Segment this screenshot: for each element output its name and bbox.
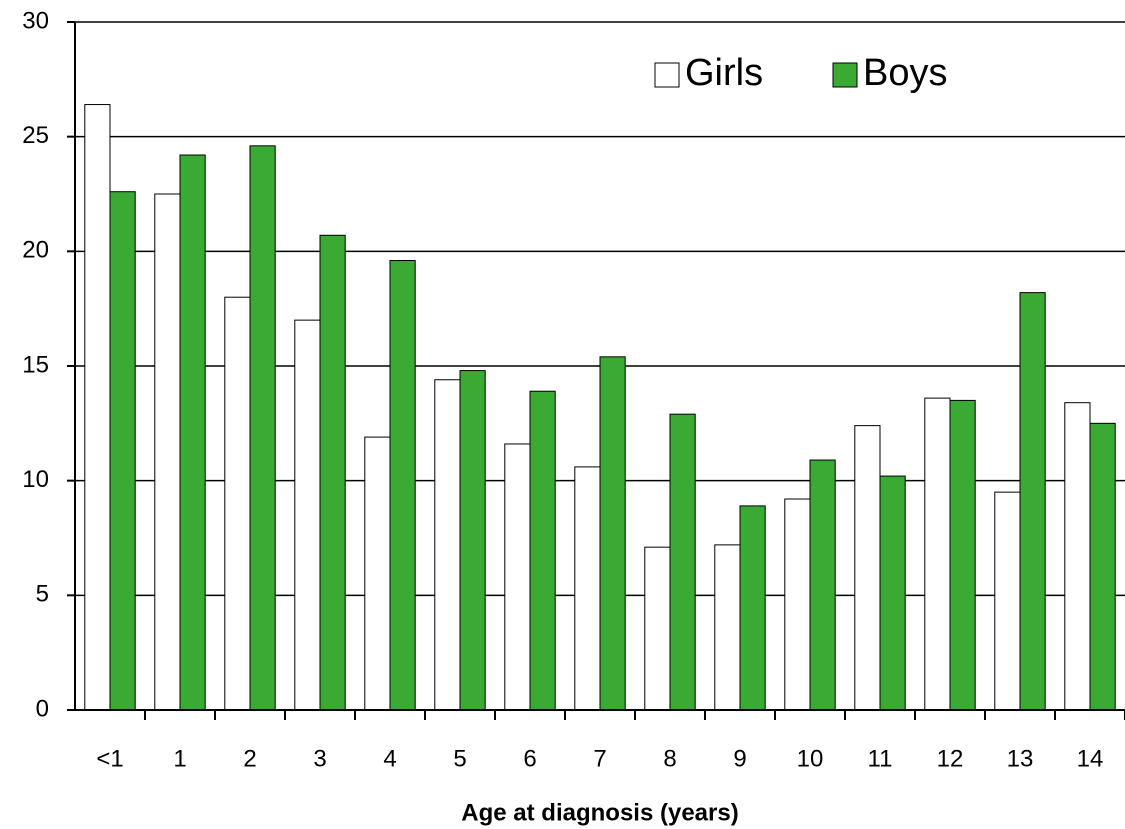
bar <box>854 425 881 711</box>
x-tick-label: 10 <box>797 745 824 772</box>
x-tick-label: 5 <box>453 745 466 772</box>
bar <box>389 260 416 711</box>
x-tick-label: 13 <box>1007 745 1034 772</box>
x-tick-label: 9 <box>733 745 746 772</box>
bar <box>714 544 741 711</box>
legend-swatch <box>654 62 680 88</box>
x-tick-label: 4 <box>383 745 396 772</box>
bar <box>574 466 601 711</box>
x-tick-label: 3 <box>313 745 326 772</box>
x-tick-label: 1 <box>173 745 186 772</box>
bar <box>179 154 206 711</box>
y-tick-label: 10 <box>22 466 49 493</box>
bar <box>644 546 671 711</box>
y-tick-label: 25 <box>22 122 49 149</box>
x-tick-label: 12 <box>937 745 964 772</box>
x-tick-label: 14 <box>1077 745 1104 772</box>
bar <box>669 413 696 711</box>
x-axis-title: Age at diagnosis (years) <box>461 799 738 826</box>
bar <box>879 475 906 711</box>
x-tick-label: <1 <box>96 745 123 772</box>
y-tick-label: 5 <box>36 581 49 608</box>
bar <box>249 145 276 711</box>
legend-label: Boys <box>863 52 947 94</box>
x-tick-label: 11 <box>868 745 893 772</box>
bar <box>459 370 486 711</box>
bar <box>109 191 136 711</box>
x-tick-label: 7 <box>593 745 606 772</box>
legend-swatch <box>832 62 858 88</box>
legend-label: Girls <box>685 52 763 94</box>
bar <box>784 498 811 711</box>
bar <box>1019 292 1046 711</box>
y-tick-label: 20 <box>22 237 49 264</box>
bar <box>224 296 251 711</box>
y-tick-label: 30 <box>22 7 49 34</box>
x-tick-label: 6 <box>523 745 536 772</box>
x-tick-label: 2 <box>243 745 256 772</box>
bar <box>319 234 346 711</box>
bar <box>599 356 626 711</box>
y-tick-label: 0 <box>36 695 49 722</box>
bar <box>294 319 321 711</box>
y-tick-label: 15 <box>22 351 49 378</box>
bar <box>1089 422 1116 711</box>
x-tick-label: 8 <box>663 745 676 772</box>
bar <box>504 443 531 711</box>
bar <box>949 399 976 711</box>
bar <box>739 505 766 711</box>
bar <box>924 397 951 711</box>
bar <box>364 436 391 711</box>
bar <box>1064 402 1091 711</box>
bar <box>434 379 461 711</box>
bar <box>994 491 1021 711</box>
bar <box>84 104 111 711</box>
bar <box>154 193 181 711</box>
bar <box>809 459 836 711</box>
bar <box>529 390 556 711</box>
